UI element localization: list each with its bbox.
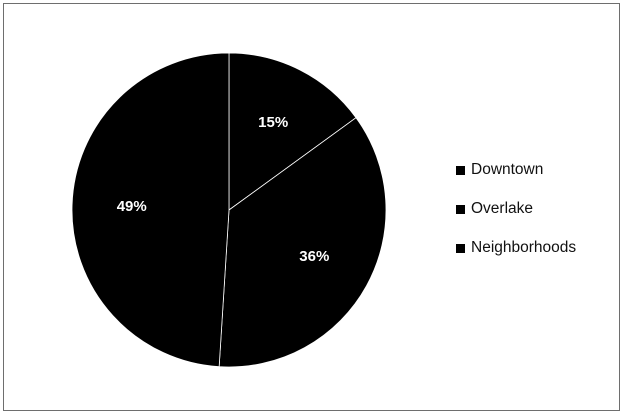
pie-labels: 15% 36% 49%	[117, 114, 330, 265]
legend-label-downtown: Downtown	[471, 161, 544, 178]
legend-swatch-downtown	[456, 165, 465, 175]
legend-item-overlake: Overlake	[456, 199, 576, 219]
legend-label-neighborhoods: Neighborhoods	[471, 239, 577, 256]
legend-swatch-overlake	[456, 204, 465, 214]
pie-label-overlake: 36%	[299, 248, 329, 265]
legend-swatch-neighborhoods	[456, 243, 465, 253]
pie-slice-overlake	[218, 117, 387, 368]
legend: Downtown Overlake Neighborhoods	[456, 160, 576, 277]
pie-slices	[71, 52, 387, 368]
pie-slice-neighborhoods	[71, 52, 230, 368]
legend-item-downtown: Downtown	[456, 160, 576, 180]
pie-label-downtown: 15%	[258, 114, 288, 131]
legend-item-neighborhoods: Neighborhoods	[456, 238, 576, 258]
pie-label-neighborhoods: 49%	[117, 198, 147, 215]
pie-slice-downtown	[228, 52, 357, 211]
legend-label-overlake: Overlake	[471, 200, 534, 217]
